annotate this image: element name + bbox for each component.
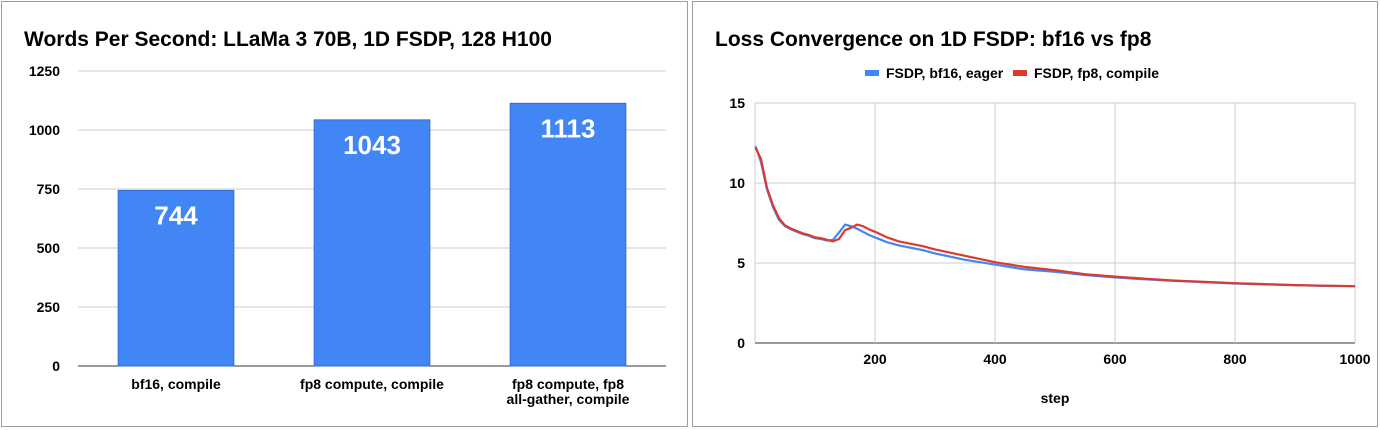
bar-y-tick-label: 750: [37, 181, 61, 197]
bar: [509, 102, 627, 367]
bar-category-label: fp8 compute, fp8: [512, 376, 624, 392]
bar-chart-panel: Words Per Second: LLaMa 3 70B, 1D FSDP, …: [1, 1, 688, 427]
line-y-tick-label: 15: [729, 95, 745, 111]
line-chart-panel: Loss Convergence on 1D FSDP: bf16 vs fp8…: [692, 1, 1378, 427]
line-chart: Loss Convergence on 1D FSDP: bf16 vs fp8…: [715, 28, 1371, 406]
line-x-tick-label: 800: [1223, 351, 1247, 367]
bar-y-tick-label: 500: [37, 240, 61, 256]
bar-y-tick-label: 1000: [29, 122, 60, 138]
line-chart-y-axis: 0 5 10 15: [729, 95, 745, 351]
line-x-tick-label: 200: [863, 351, 887, 367]
line-x-tick-label: 400: [983, 351, 1007, 367]
bar-category-label: fp8 compute, compile: [300, 376, 444, 392]
bar-chart: Words Per Second: LLaMa 3 70B, 1D FSDP, …: [24, 28, 666, 407]
bar-data-label: 1113: [541, 113, 596, 143]
bar-chart-bars: [117, 102, 627, 367]
bar-chart-y-axis: 0 250 500 750 1000 1250: [29, 63, 60, 374]
bar-chart-x-axis: bf16, compile fp8 compute, compile fp8 com…: [131, 376, 629, 407]
bar-chart-title: Words Per Second: LLaMa 3 70B, 1D FSDP, …: [24, 28, 552, 51]
bar: [117, 189, 235, 367]
line-y-tick-label: 0: [737, 335, 745, 351]
line-chart-x-axis: 200 400 600 800 1000: [863, 351, 1370, 367]
bar-chart-data-labels: 744 1043 1113: [154, 113, 595, 230]
legend-swatch: [1013, 70, 1027, 76]
line-x-tick-label: 1000: [1339, 351, 1370, 367]
bar-y-tick-label: 250: [37, 299, 61, 315]
legend-swatch: [865, 70, 879, 76]
bar-category-label: all-gather, compile: [507, 391, 630, 407]
line-y-tick-label: 5: [737, 255, 745, 271]
bar: [313, 119, 431, 367]
bar-y-tick-label: 0: [52, 358, 60, 374]
line-chart-x-axis-title: step: [1041, 390, 1070, 406]
bar-y-tick-label: 1250: [29, 63, 60, 79]
bar-category-label: bf16, compile: [131, 376, 221, 392]
series-line: [754, 145, 1356, 288]
legend-label: FSDP, bf16, eager: [886, 65, 1004, 81]
line-chart-grid: [754, 102, 1356, 344]
bar-data-label: 1043: [343, 130, 401, 160]
line-chart-legend: FSDP, bf16, eager FSDP, fp8, compile: [865, 65, 1159, 81]
bar-data-label: 744: [154, 200, 198, 230]
line-y-tick-label: 10: [729, 175, 745, 191]
line-x-tick-label: 600: [1103, 351, 1127, 367]
series-line: [754, 147, 1356, 288]
line-chart-series: [754, 145, 1356, 288]
legend-label: FSDP, fp8, compile: [1034, 65, 1159, 81]
line-chart-title: Loss Convergence on 1D FSDP: bf16 vs fp8: [715, 28, 1152, 51]
